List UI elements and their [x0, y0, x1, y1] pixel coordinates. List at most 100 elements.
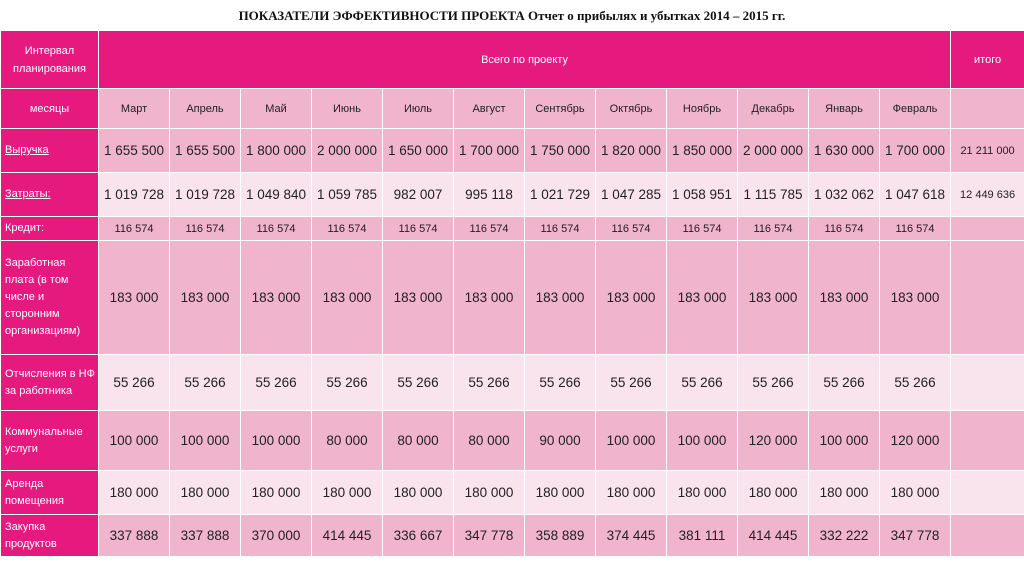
table-cell: 183 000 — [453, 240, 525, 355]
table-cell: 183 000 — [666, 240, 738, 355]
table-cell: 183 000 — [524, 240, 596, 355]
table-cell: 55 266 — [595, 354, 667, 411]
months-row: месяцы Март Апрель Май Июнь Июль Август Сентяб… — [0, 88, 1024, 129]
row-deductions: Отчисления в НФ за работника 55 266 55 266… — [0, 354, 1024, 411]
table-cell: 332 222 — [808, 514, 880, 557]
table-cell: 55 266 — [98, 354, 170, 411]
table-cell: 55 266 — [524, 354, 596, 411]
table-cell: 180 000 — [524, 470, 596, 515]
table-cell: 120 000 — [878, 410, 952, 471]
row-label: Коммунальные услуги — [0, 410, 99, 471]
table-cell: 55 266 — [311, 354, 383, 411]
total-cell: 21 211 000 — [950, 128, 1024, 173]
total-cell — [950, 514, 1024, 557]
table-cell: 116 574 — [524, 216, 596, 241]
month-header: Июль — [382, 88, 454, 129]
table-cell: 55 266 — [737, 354, 809, 411]
table-cell: 116 574 — [453, 216, 525, 241]
row-label: Отчисления в НФ за работника — [0, 354, 99, 411]
project-total-header: Всего по проекту — [97, 30, 952, 89]
table-cell: 1 820 000 — [595, 128, 667, 173]
table-cell: 55 266 — [808, 354, 880, 411]
table-cell: 116 574 — [98, 216, 170, 241]
table-cell: 370 000 — [240, 514, 312, 557]
row-label: Кредит: — [0, 216, 99, 241]
header-row: Интервал планирования Всего по проекту и… — [0, 30, 1024, 89]
table-cell: 414 445 — [737, 514, 809, 557]
table-cell: 55 266 — [453, 354, 525, 411]
row-label: Заработная плата (в том числе и сторонни… — [0, 240, 99, 355]
row-costs: Затраты: 1 019 728 1 019 728 1 049 840 1 059… — [0, 172, 1024, 217]
table-cell: 183 000 — [595, 240, 667, 355]
table-cell: 336 667 — [382, 514, 454, 557]
table-cell: 180 000 — [595, 470, 667, 515]
table-cell: 100 000 — [240, 410, 312, 471]
table-cell: 180 000 — [453, 470, 525, 515]
table-cell: 1 019 728 — [169, 172, 241, 217]
table-cell: 90 000 — [524, 410, 596, 471]
total-cell: 12 449 636 — [950, 172, 1024, 217]
month-header: Январь — [808, 88, 880, 129]
table-cell: 180 000 — [98, 470, 170, 515]
month-header: Апрель — [169, 88, 241, 129]
month-header: Февраль — [878, 88, 952, 129]
month-total-empty — [950, 88, 1024, 129]
total-cell — [950, 354, 1024, 411]
table-cell: 2 000 000 — [737, 128, 809, 173]
table-cell: 1 700 000 — [878, 128, 952, 173]
table-cell: 180 000 — [666, 470, 738, 515]
table-cell: 995 118 — [453, 172, 525, 217]
table-cell: 183 000 — [878, 240, 952, 355]
total-header: итого — [950, 30, 1024, 89]
table-cell: 1 655 500 — [98, 128, 170, 173]
table-cell: 116 574 — [240, 216, 312, 241]
table-cell: 116 574 — [382, 216, 454, 241]
table-cell: 1 630 000 — [808, 128, 880, 173]
month-header: Март — [98, 88, 170, 129]
month-header: Декабрь — [737, 88, 809, 129]
table-cell: 183 000 — [382, 240, 454, 355]
table-cell: 1 058 951 — [666, 172, 738, 217]
table-cell: 180 000 — [382, 470, 454, 515]
month-header: Август — [453, 88, 525, 129]
page-title: ПОКАЗАТЕЛИ ЭФФЕКТИВНОСТИ ПРОЕКТА Отчет о… — [238, 8, 786, 23]
table-cell: 180 000 — [878, 470, 952, 515]
row-label: Выручка — [0, 128, 99, 173]
table-cell: 180 000 — [240, 470, 312, 515]
table-cell: 116 574 — [808, 216, 880, 241]
table-cell: 180 000 — [169, 470, 241, 515]
table-cell: 116 574 — [878, 216, 952, 241]
table-cell: 55 266 — [169, 354, 241, 411]
table-cell: 180 000 — [808, 470, 880, 515]
table-cell: 358 889 — [524, 514, 596, 557]
table-cell: 116 574 — [169, 216, 241, 241]
table-cell: 116 574 — [666, 216, 738, 241]
table-cell: 1 021 729 — [524, 172, 596, 217]
table-cell: 100 000 — [666, 410, 738, 471]
table-cell: 982 007 — [382, 172, 454, 217]
row-label: Аренда помещения — [0, 470, 99, 515]
table-cell: 1 650 000 — [382, 128, 454, 173]
row-rent: Аренда помещения 180 000 180 000 180 000 180… — [0, 470, 1024, 515]
table-cell: 414 445 — [311, 514, 383, 557]
row-label: Затраты: — [0, 172, 99, 217]
month-header: Июнь — [311, 88, 383, 129]
table-cell: 183 000 — [98, 240, 170, 355]
row-label: Закупка продуктов — [0, 514, 99, 557]
table-cell: 100 000 — [169, 410, 241, 471]
table-cell: 1 800 000 — [240, 128, 312, 173]
row-purchases: Закупка продуктов 337 888 337 888 370 000 41… — [0, 514, 1024, 557]
table-cell: 183 000 — [737, 240, 809, 355]
table-cell: 1 047 285 — [595, 172, 667, 217]
table-cell: 1 115 785 — [737, 172, 809, 217]
row-utilities: Коммунальные услуги 100 000 100 000 100 000… — [0, 410, 1024, 471]
month-header: Сентябрь — [524, 88, 596, 129]
month-header: Май — [240, 88, 312, 129]
table-cell: 55 266 — [240, 354, 312, 411]
table-cell: 55 266 — [382, 354, 454, 411]
table-cell: 116 574 — [311, 216, 383, 241]
table-cell: 80 000 — [453, 410, 525, 471]
row-salary: Заработная плата (в том числе и сторонни… — [0, 240, 1024, 355]
table-cell: 1 059 785 — [311, 172, 383, 217]
table-cell: 116 574 — [595, 216, 667, 241]
